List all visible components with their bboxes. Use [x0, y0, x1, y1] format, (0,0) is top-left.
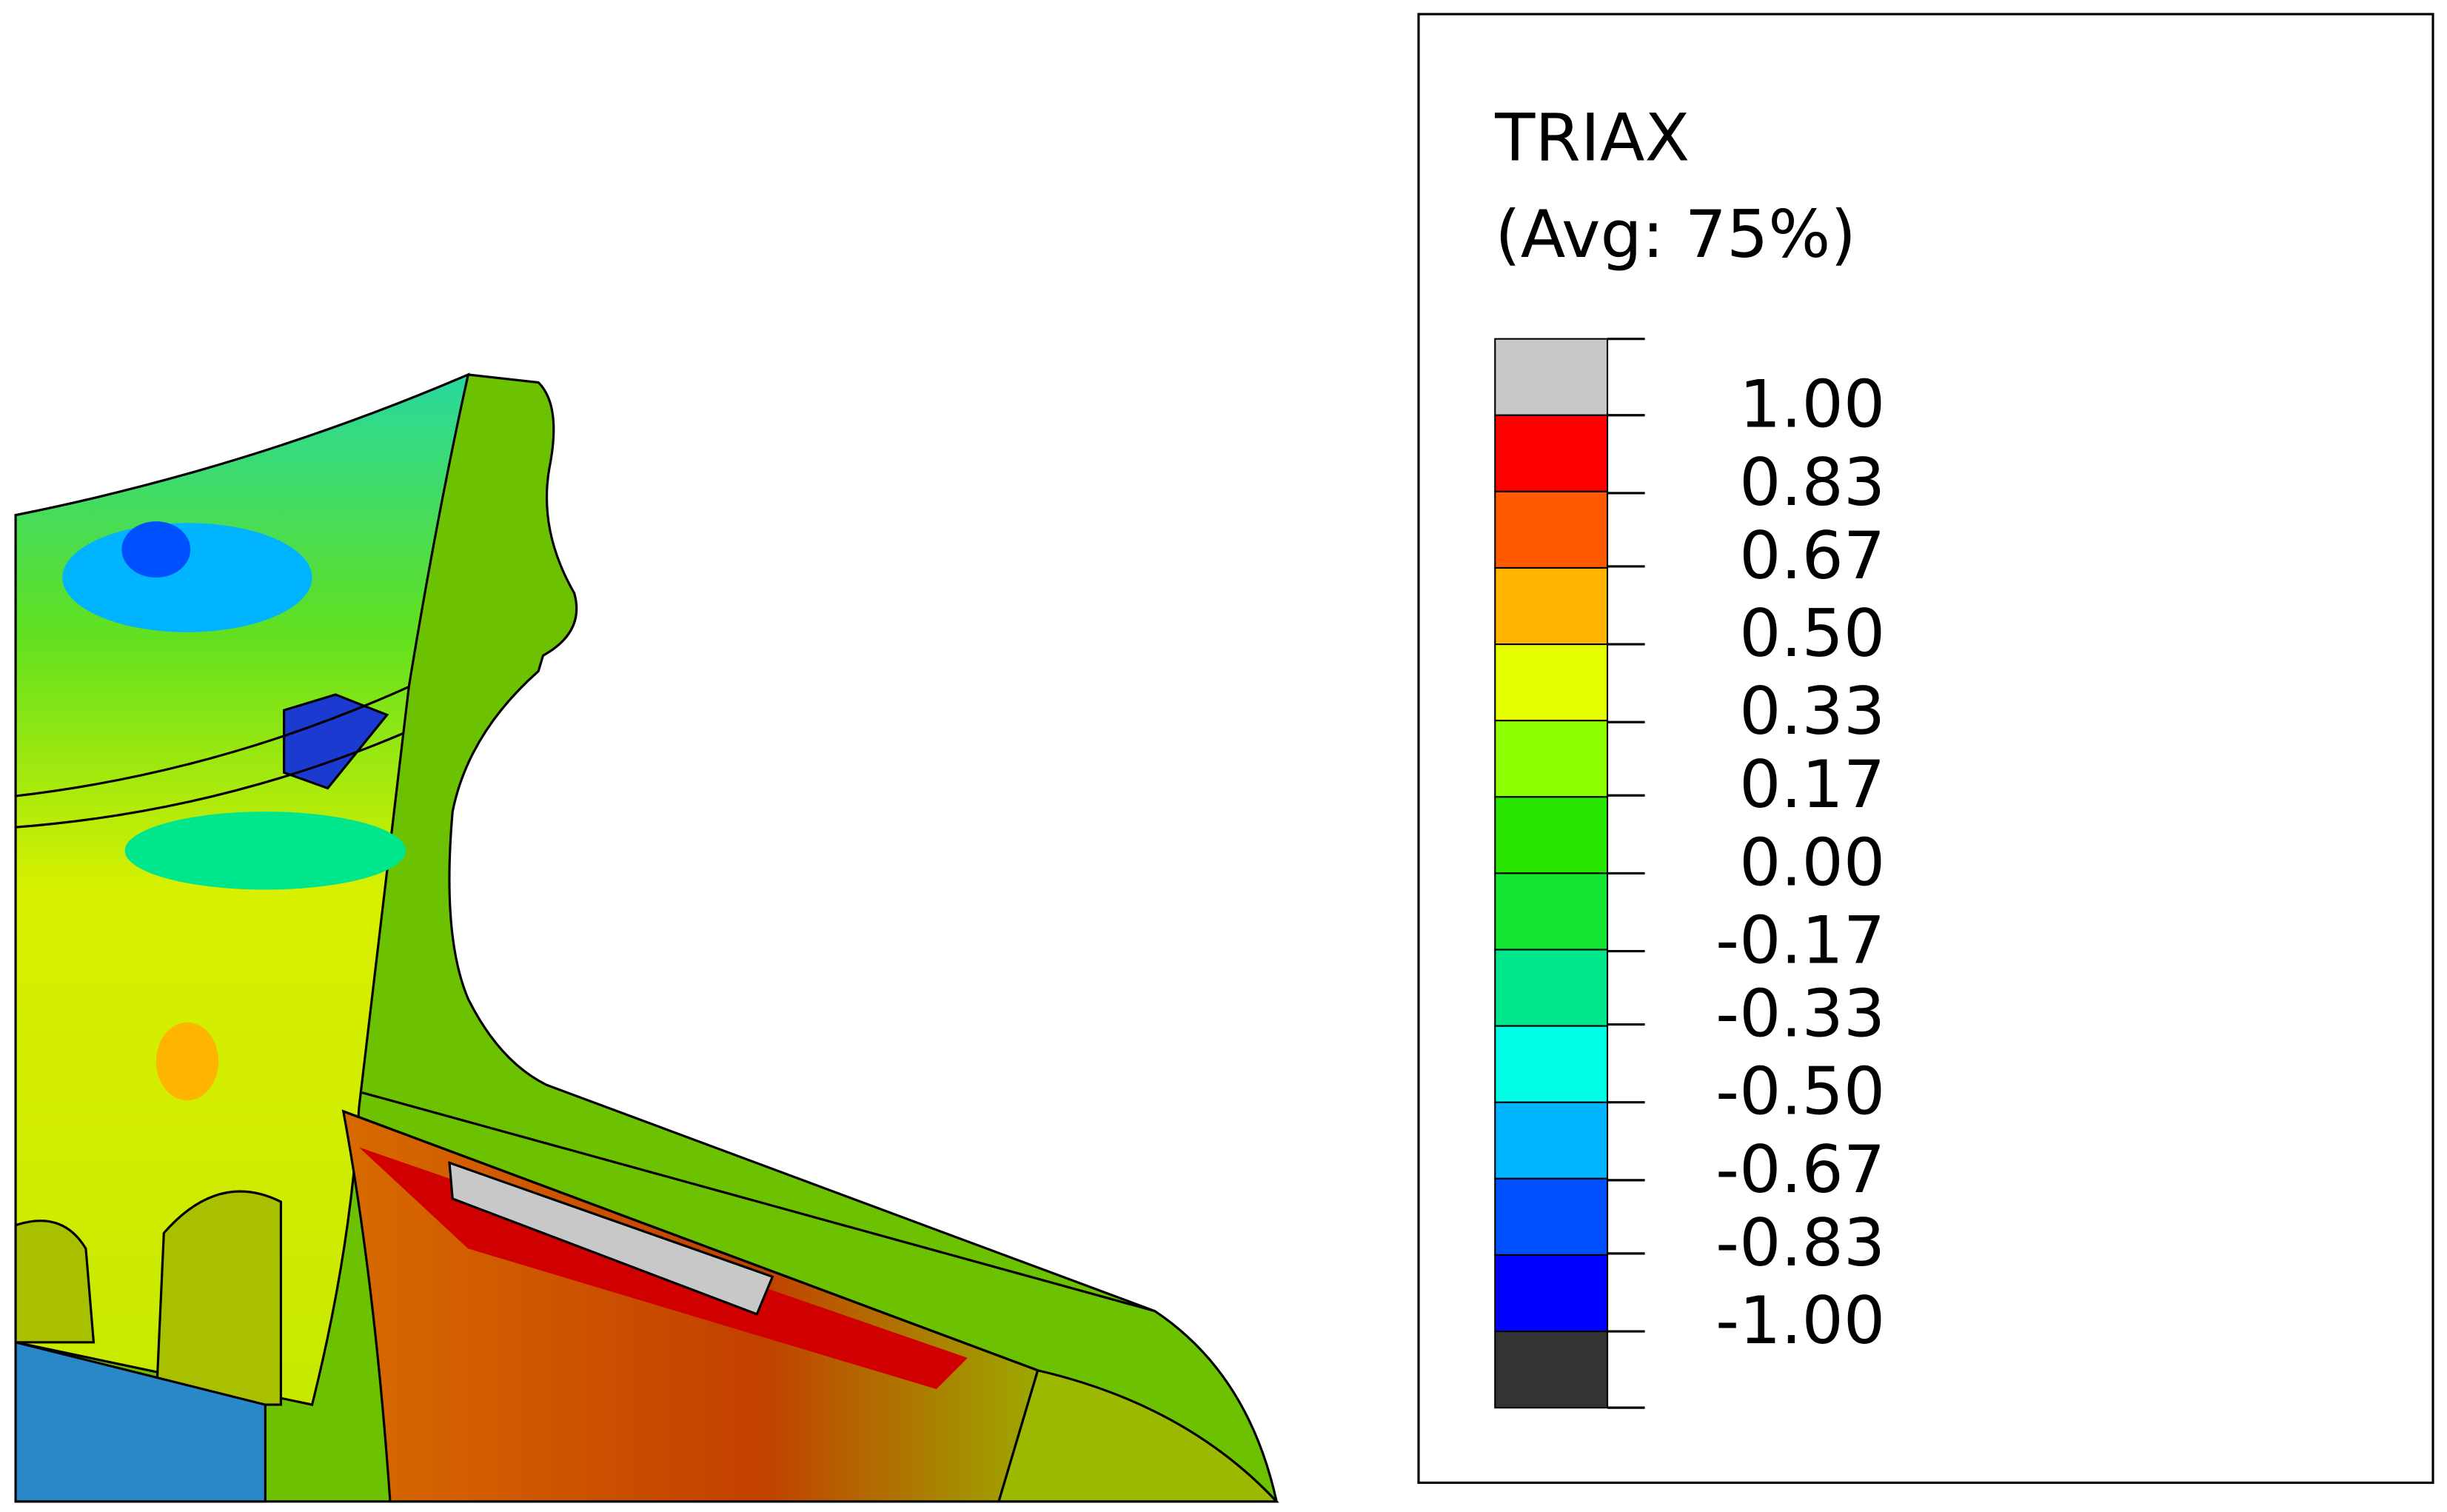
rib [155, 1190, 282, 1406]
color-band [1494, 1254, 1609, 1333]
color-band [1494, 414, 1609, 492]
edge-line [15, 686, 1156, 1372]
tick-label: -0.33 [1715, 976, 1885, 1052]
contour-blob [155, 1022, 219, 1101]
tick-label: -0.67 [1715, 1131, 1885, 1208]
tick-label: -1.00 [1715, 1282, 1885, 1359]
color-band [1494, 1177, 1609, 1256]
legend-subtitle: (Avg: 75%) [1495, 196, 1856, 272]
tick-label: 0.33 [1739, 673, 1885, 749]
color-band [1494, 949, 1609, 1027]
tick-label: 0.00 [1739, 824, 1885, 900]
tick-label: -0.83 [1715, 1205, 1885, 1281]
cap-region [448, 1161, 774, 1316]
tick-label: 0.17 [1739, 746, 1885, 823]
color-band [1494, 1101, 1609, 1180]
color-band [1494, 566, 1609, 646]
flange [997, 1368, 1279, 1503]
tick-label: 1.00 [1739, 367, 1885, 443]
color-band [1494, 490, 1609, 569]
color-band [1494, 720, 1609, 798]
color-band [1494, 796, 1609, 874]
tick-label: -0.50 [1715, 1054, 1885, 1130]
color-band [1494, 643, 1609, 722]
contour-blob [124, 812, 406, 890]
color-band [1494, 1330, 1609, 1409]
tick-label: -0.17 [1715, 903, 1885, 979]
color-band [1494, 338, 1609, 416]
tick-label: 0.83 [1739, 444, 1885, 521]
model [14, 372, 1279, 1503]
tick-label: 0.50 [1739, 595, 1885, 672]
base-region [14, 1340, 267, 1503]
color-band [1494, 1025, 1609, 1103]
contour-blob [121, 521, 191, 578]
tick-label: 0.67 [1739, 518, 1885, 594]
color-band [1494, 872, 1609, 951]
rib [14, 1220, 96, 1344]
legend-title: TRIAX [1494, 99, 1690, 175]
